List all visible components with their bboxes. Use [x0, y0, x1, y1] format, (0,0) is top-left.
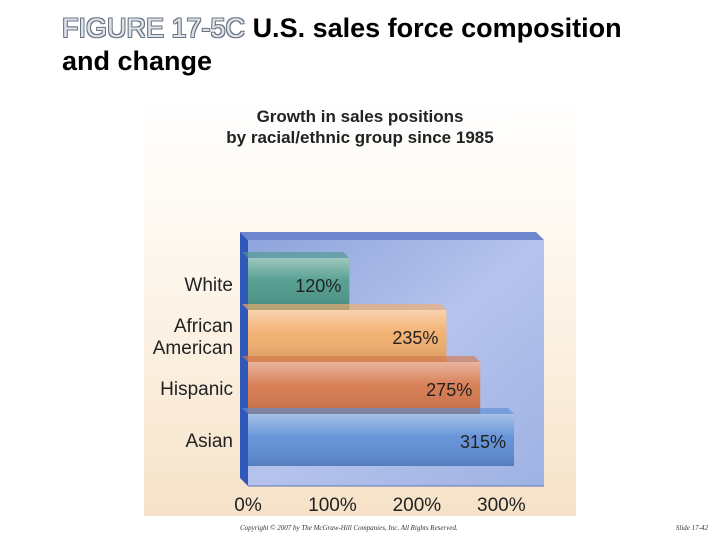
- slide-title: FIGURE 17-5C U.S. sales force compositio…: [62, 12, 702, 78]
- slide-title-line2: and change: [62, 46, 213, 76]
- bar-shine-2: [248, 362, 481, 414]
- x-tick-label-2: 200%: [393, 495, 442, 516]
- bar-shine-3: [248, 414, 514, 466]
- category-label-3-0: Asian: [185, 431, 233, 452]
- bar-top-face-2: [242, 356, 481, 362]
- slide-number: Slide 17-42: [675, 524, 708, 532]
- bar-value-label-3: 315%: [460, 432, 506, 452]
- bar-top-face-1: [242, 304, 447, 310]
- bar-value-label-0: 120%: [295, 276, 341, 296]
- chart-title-line1: Growth in sales positions: [257, 107, 464, 126]
- bar-top-face-3: [242, 408, 514, 414]
- bar-value-label-1: 235%: [392, 328, 438, 348]
- bar-shine-1: [248, 310, 447, 362]
- copyright-notice: Copyright © 2007 by The McGraw-Hill Comp…: [240, 524, 458, 532]
- chart-top-edge: [240, 232, 544, 240]
- category-label-1-0: African: [174, 316, 233, 337]
- chart-title-line2: by racial/ethnic group since 1985: [226, 128, 493, 147]
- bar-top-face-0: [242, 252, 350, 258]
- slide-title-text: U.S. sales force composition: [252, 13, 622, 43]
- chart-floor-edge: [240, 232, 248, 486]
- bar-value-label-2: 275%: [426, 380, 472, 400]
- category-label-2-0: Hispanic: [160, 379, 233, 400]
- bar-chart: Growth in sales positions by racial/ethn…: [153, 107, 544, 516]
- x-tick-label-3: 300%: [477, 495, 526, 516]
- category-label-1-1: American: [153, 338, 233, 359]
- x-tick-label-1: 100%: [308, 495, 357, 516]
- bar-shine-0: [248, 258, 350, 310]
- chart-panel: Growth in sales positions by racial/ethn…: [144, 98, 576, 516]
- figure-label: FIGURE 17-5C: [62, 13, 246, 43]
- category-label-0-0: White: [184, 275, 233, 296]
- x-tick-label-0: 0%: [234, 495, 262, 516]
- bars-layer: [242, 252, 514, 466]
